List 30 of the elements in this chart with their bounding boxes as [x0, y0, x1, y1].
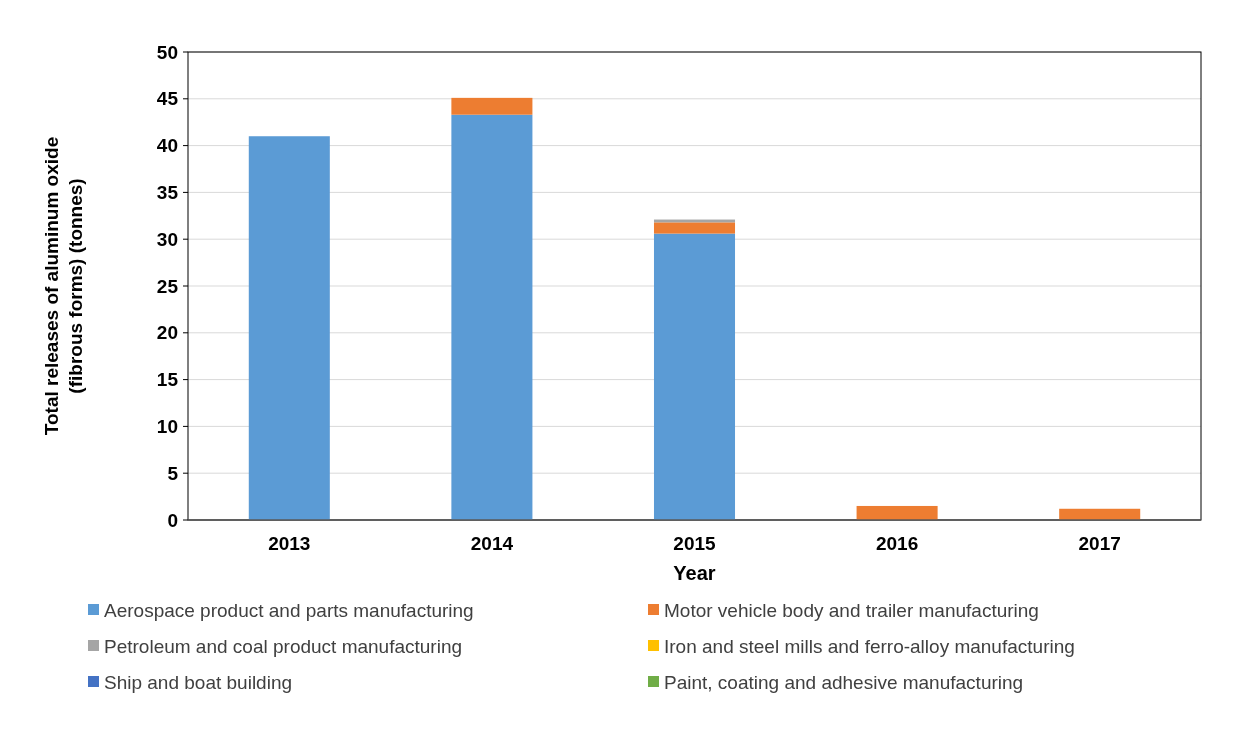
legend-label: Paint, coating and adhesive manufacturing — [664, 671, 1024, 693]
x-tick-label: 2017 — [1078, 533, 1121, 554]
y-tick-label: 50 — [156, 41, 178, 63]
legend-label: Ship and boat building — [104, 671, 293, 693]
legend-label: Petroleum and coal product manufacturing — [104, 635, 463, 657]
y-tick-label: 45 — [156, 88, 179, 110]
y-tick-label: 10 — [156, 416, 178, 438]
bar — [856, 505, 938, 520]
x-tick-label: 2016 — [875, 533, 919, 554]
y-tick-label: 0 — [167, 509, 178, 531]
y-tick-label: 35 — [156, 182, 179, 204]
y-tick-label: 5 — [167, 462, 179, 484]
y-tick-label: 20 — [156, 322, 178, 344]
y-tick-label: 25 — [156, 275, 179, 297]
bar — [451, 97, 533, 115]
y-tick-label: 15 — [156, 369, 179, 391]
x-axis-title: Year — [673, 562, 716, 584]
y-axis-title: Total releases of aluminum oxide (fibrous forms) (tonnes) — [41, 136, 86, 436]
bar — [653, 222, 736, 234]
bar — [451, 114, 533, 520]
legend-label: Iron and steel mills and ferro-alloy manufacturing — [664, 635, 1075, 657]
legend-label: Aerospace product and parts manufacturing — [104, 599, 474, 621]
bar — [653, 233, 736, 520]
bar — [248, 136, 330, 520]
x-tick-label: 2013 — [268, 533, 311, 554]
legend-label: Motor vehicle body and trailer manufacturing — [664, 599, 1039, 621]
x-tick-label: 2015 — [673, 533, 717, 554]
y-tick-label: 30 — [156, 228, 178, 250]
y-tick-label: 40 — [156, 135, 178, 157]
x-tick-label: 2014 — [470, 533, 514, 554]
